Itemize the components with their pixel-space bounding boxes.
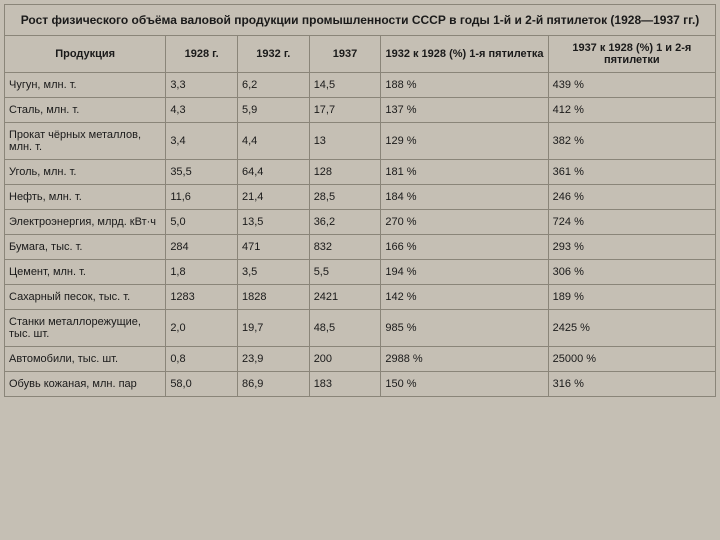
- cell-1928: 4,3: [166, 98, 238, 123]
- cell-1937: 28,5: [309, 185, 381, 210]
- cell-pct-1932: 985 %: [381, 310, 548, 347]
- cell-pct-1932: 194 %: [381, 260, 548, 285]
- cell-1928: 1283: [166, 285, 238, 310]
- col-header-1928: 1928 г.: [166, 36, 238, 73]
- cell-1932: 19,7: [238, 310, 310, 347]
- cell-1928: 0,8: [166, 347, 238, 372]
- cell-product: Сталь, млн. т.: [5, 98, 166, 123]
- cell-1932: 471: [238, 235, 310, 260]
- cell-1937: 14,5: [309, 73, 381, 98]
- table-body: Чугун, млн. т.3,36,214,5188 %439 %Сталь,…: [5, 73, 716, 397]
- cell-product: Бумага, тыс. т.: [5, 235, 166, 260]
- cell-pct-1932: 142 %: [381, 285, 548, 310]
- cell-pct-1937: 361 %: [548, 160, 715, 185]
- table-row: Сахарный песок, тыс. т.128318282421142 %…: [5, 285, 716, 310]
- cell-product: Обувь кожаная, млн. пар: [5, 372, 166, 397]
- table-row: Обувь кожаная, млн. пар58,086,9183150 %3…: [5, 372, 716, 397]
- cell-pct-1932: 188 %: [381, 73, 548, 98]
- cell-pct-1937: 382 %: [548, 123, 715, 160]
- cell-1937: 832: [309, 235, 381, 260]
- cell-1932: 13,5: [238, 210, 310, 235]
- cell-1937: 36,2: [309, 210, 381, 235]
- cell-1937: 5,5: [309, 260, 381, 285]
- cell-pct-1937: 25000 %: [548, 347, 715, 372]
- cell-pct-1932: 184 %: [381, 185, 548, 210]
- cell-1928: 1,8: [166, 260, 238, 285]
- cell-pct-1932: 129 %: [381, 123, 548, 160]
- cell-pct-1932: 150 %: [381, 372, 548, 397]
- cell-pct-1932: 270 %: [381, 210, 548, 235]
- cell-1932: 4,4: [238, 123, 310, 160]
- industrial-output-table: Рост физического объёма валовой продукци…: [4, 4, 716, 397]
- table-row: Автомобили, тыс. шт.0,823,92002988 %2500…: [5, 347, 716, 372]
- table-title-row: Рост физического объёма валовой продукци…: [5, 5, 716, 36]
- table-head: Рост физического объёма валовой продукци…: [5, 5, 716, 73]
- cell-1937: 13: [309, 123, 381, 160]
- cell-product: Сахарный песок, тыс. т.: [5, 285, 166, 310]
- cell-1928: 2,0: [166, 310, 238, 347]
- table-row: Бумага, тыс. т.284471832166 %293 %: [5, 235, 716, 260]
- cell-pct-1937: 724 %: [548, 210, 715, 235]
- cell-pct-1937: 2425 %: [548, 310, 715, 347]
- table-row: Станки металлорежущие, тыс. шт.2,019,748…: [5, 310, 716, 347]
- cell-product: Прокат чёрных металлов, млн. т.: [5, 123, 166, 160]
- table-title: Рост физического объёма валовой продукци…: [5, 5, 716, 36]
- cell-pct-1932: 181 %: [381, 160, 548, 185]
- col-header-product: Продукция: [5, 36, 166, 73]
- cell-pct-1932: 166 %: [381, 235, 548, 260]
- col-header-1937: 1937: [309, 36, 381, 73]
- cell-product: Автомобили, тыс. шт.: [5, 347, 166, 372]
- cell-product: Электроэнергия, млрд. кВт·ч: [5, 210, 166, 235]
- cell-1932: 86,9: [238, 372, 310, 397]
- col-header-1932: 1932 г.: [238, 36, 310, 73]
- cell-1932: 23,9: [238, 347, 310, 372]
- table-row: Чугун, млн. т.3,36,214,5188 %439 %: [5, 73, 716, 98]
- cell-1932: 6,2: [238, 73, 310, 98]
- cell-1937: 48,5: [309, 310, 381, 347]
- table-row: Цемент, млн. т.1,83,55,5194 %306 %: [5, 260, 716, 285]
- cell-1937: 128: [309, 160, 381, 185]
- cell-1932: 64,4: [238, 160, 310, 185]
- cell-pct-1937: 412 %: [548, 98, 715, 123]
- table-row: Нефть, млн. т.11,621,428,5184 %246 %: [5, 185, 716, 210]
- cell-pct-1937: 246 %: [548, 185, 715, 210]
- cell-pct-1937: 316 %: [548, 372, 715, 397]
- cell-1932: 5,9: [238, 98, 310, 123]
- cell-1928: 5,0: [166, 210, 238, 235]
- cell-pct-1937: 306 %: [548, 260, 715, 285]
- cell-pct-1937: 293 %: [548, 235, 715, 260]
- page: Рост физического объёма валовой продукци…: [0, 0, 720, 540]
- cell-product: Нефть, млн. т.: [5, 185, 166, 210]
- table-row: Электроэнергия, млрд. кВт·ч5,013,536,227…: [5, 210, 716, 235]
- cell-1928: 35,5: [166, 160, 238, 185]
- cell-pct-1937: 439 %: [548, 73, 715, 98]
- cell-1932: 1828: [238, 285, 310, 310]
- cell-product: Чугун, млн. т.: [5, 73, 166, 98]
- col-header-pct-1932: 1932 к 1928 (%) 1-я пятилетка: [381, 36, 548, 73]
- cell-pct-1937: 189 %: [548, 285, 715, 310]
- table-row: Уголь, млн. т.35,564,4128181 %361 %: [5, 160, 716, 185]
- cell-1928: 58,0: [166, 372, 238, 397]
- cell-1937: 17,7: [309, 98, 381, 123]
- cell-1937: 200: [309, 347, 381, 372]
- table-row: Прокат чёрных металлов, млн. т.3,44,4131…: [5, 123, 716, 160]
- table-header-row: Продукция 1928 г. 1932 г. 1937 1932 к 19…: [5, 36, 716, 73]
- cell-product: Цемент, млн. т.: [5, 260, 166, 285]
- col-header-pct-1937: 1937 к 1928 (%) 1 и 2-я пятилетки: [548, 36, 715, 73]
- cell-1928: 3,3: [166, 73, 238, 98]
- table-row: Сталь, млн. т.4,35,917,7137 %412 %: [5, 98, 716, 123]
- cell-product: Уголь, млн. т.: [5, 160, 166, 185]
- cell-1932: 21,4: [238, 185, 310, 210]
- cell-1937: 183: [309, 372, 381, 397]
- cell-1937: 2421: [309, 285, 381, 310]
- cell-pct-1932: 137 %: [381, 98, 548, 123]
- cell-1928: 284: [166, 235, 238, 260]
- cell-1932: 3,5: [238, 260, 310, 285]
- cell-1928: 11,6: [166, 185, 238, 210]
- cell-product: Станки металлорежущие, тыс. шт.: [5, 310, 166, 347]
- cell-pct-1932: 2988 %: [381, 347, 548, 372]
- cell-1928: 3,4: [166, 123, 238, 160]
